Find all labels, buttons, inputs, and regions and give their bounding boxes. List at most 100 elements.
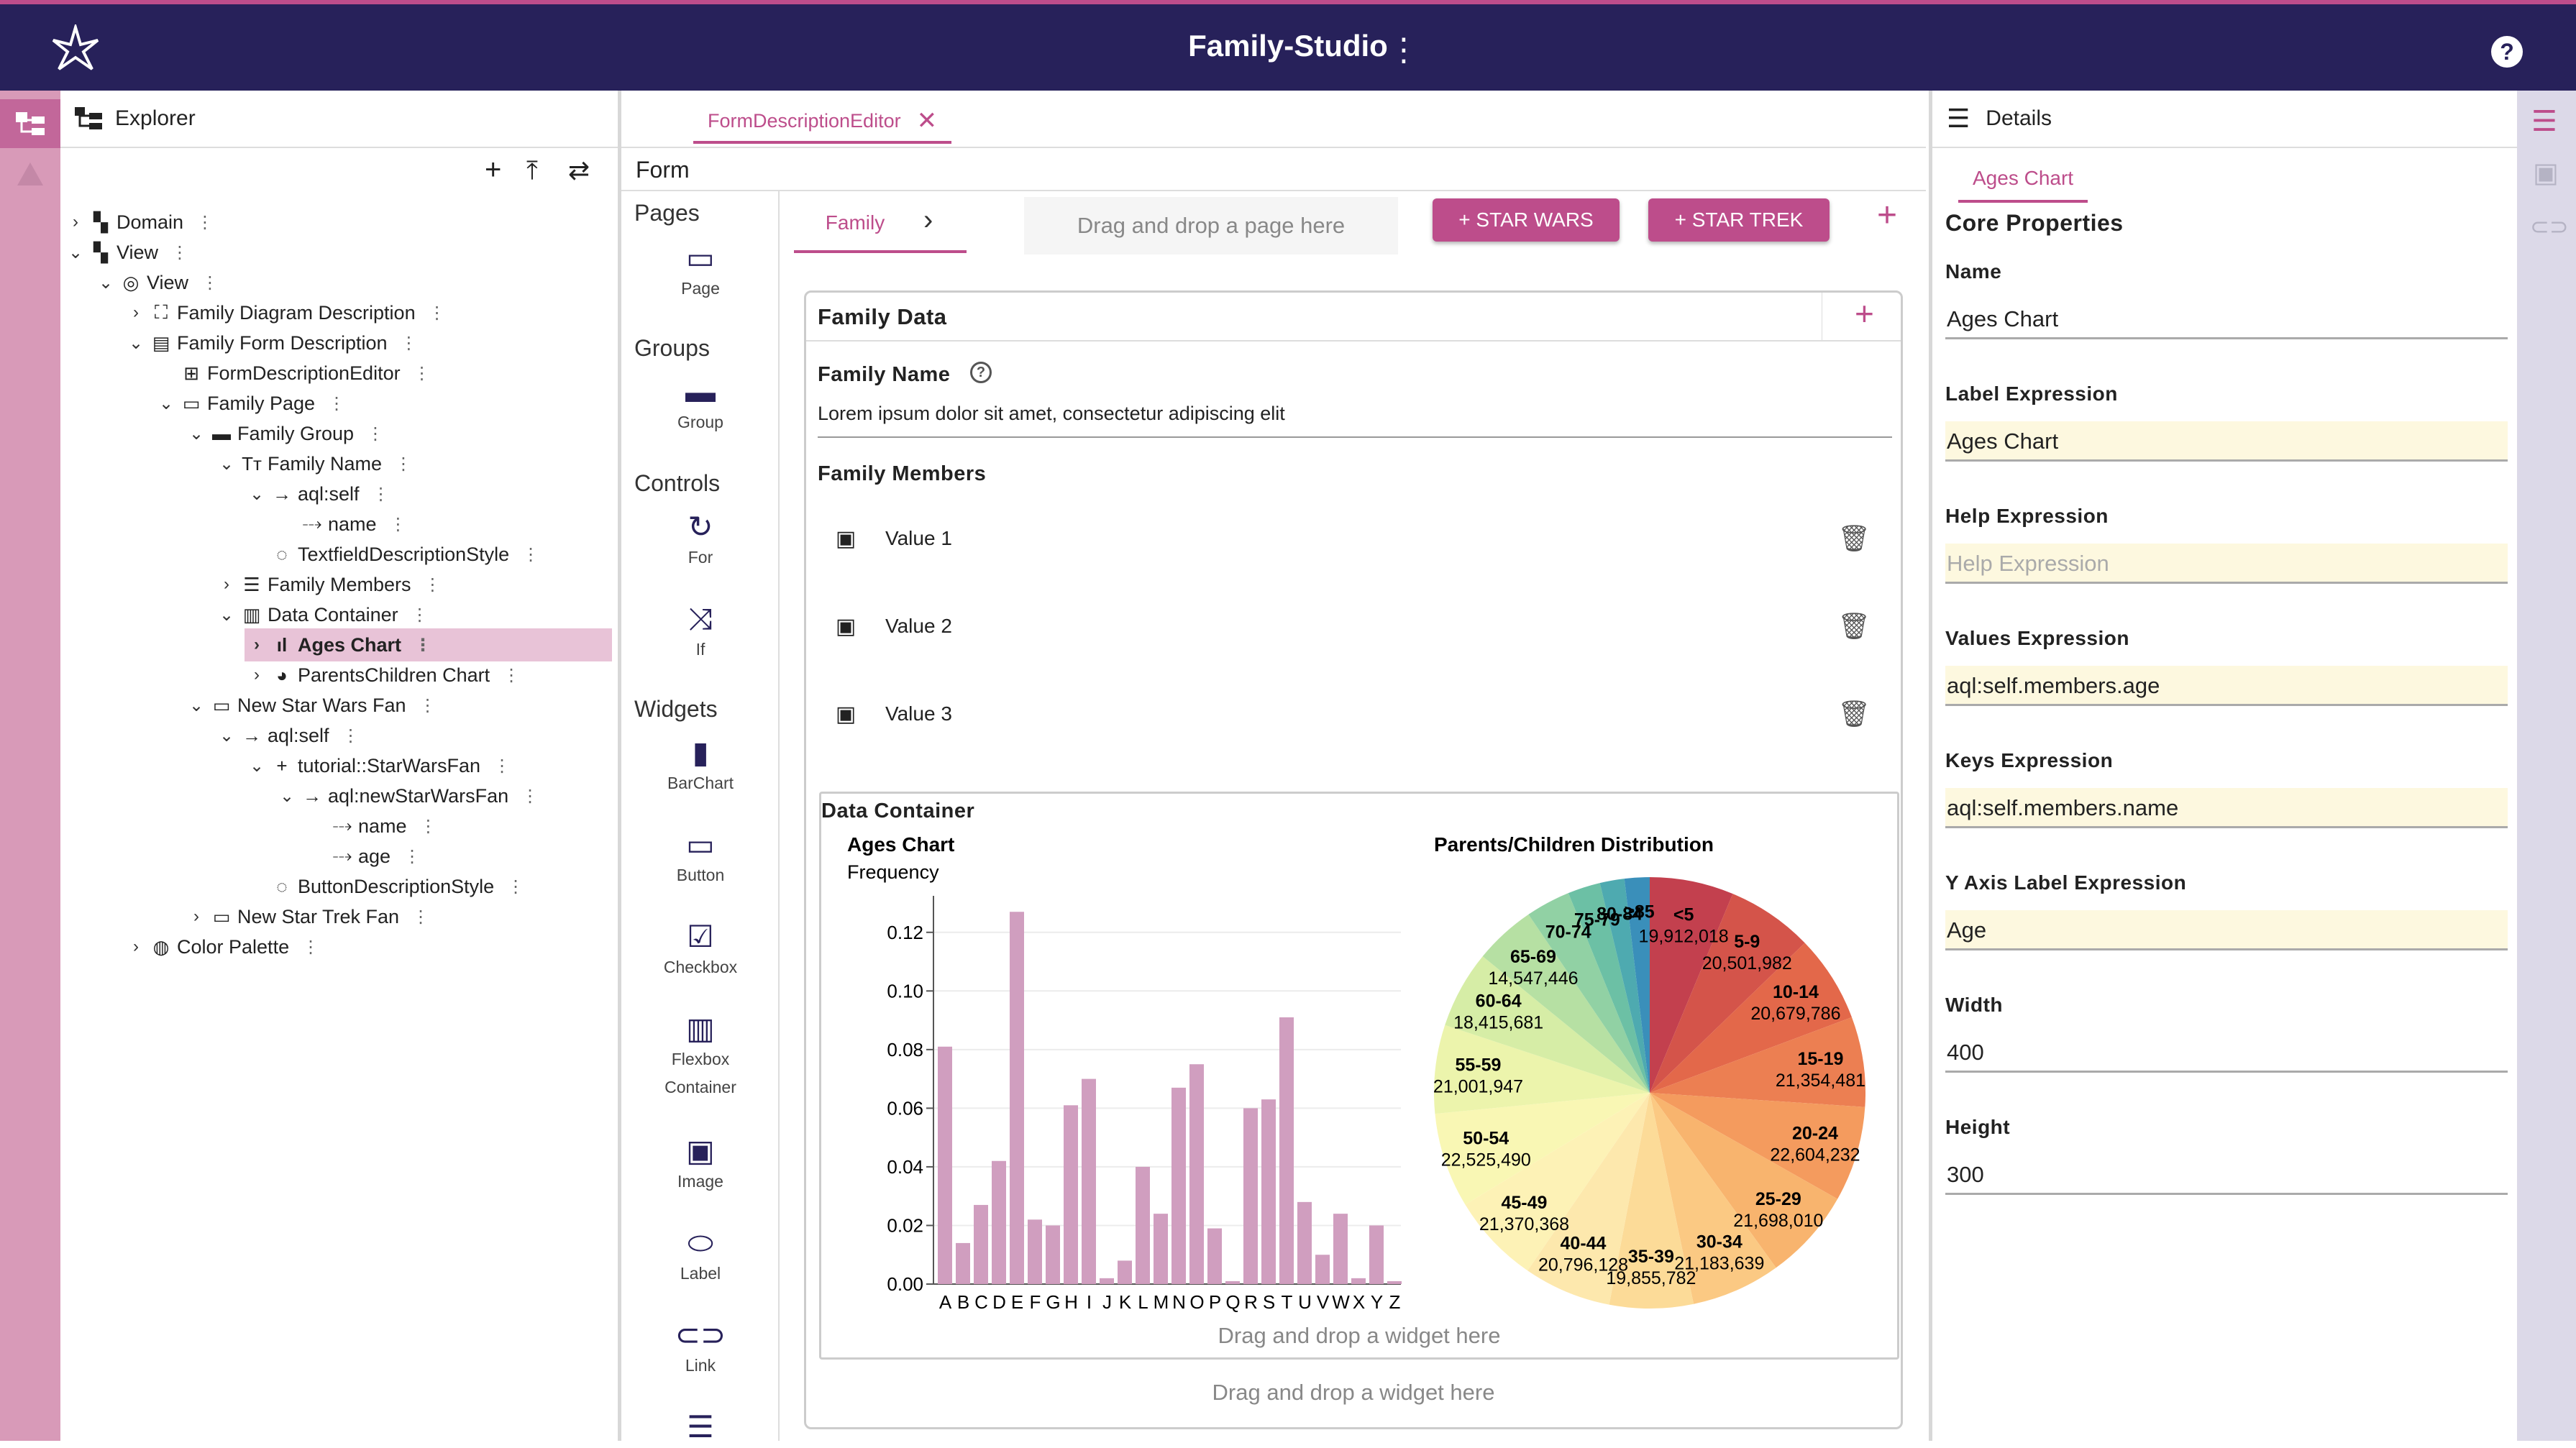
bar[interactable] (1207, 1228, 1222, 1284)
delete-icon[interactable]: 🗑 (1837, 523, 1871, 553)
more-vert-icon[interactable]: ⋮ (412, 907, 430, 927)
chevron-right-icon[interactable]: › (254, 665, 260, 684)
bar[interactable] (1351, 1278, 1366, 1284)
chevron-down-icon[interactable]: ⌄ (219, 454, 234, 474)
palette-label[interactable]: ⬭ Label (621, 1222, 780, 1283)
more-vert-icon[interactable]: ⋮ (1388, 32, 1420, 68)
chevron-right-icon[interactable]: › (133, 937, 139, 956)
pie-slice[interactable] (1650, 877, 1733, 1093)
bar[interactable] (1082, 1078, 1096, 1284)
pie-slice[interactable] (1435, 1093, 1650, 1205)
tree-item[interactable]: ⤏ age ⋮ (305, 840, 421, 873)
chevron-down-icon[interactable]: ⌄ (98, 272, 114, 293)
chevron-down-icon[interactable]: ⌄ (219, 725, 234, 746)
y-axis-label-expression-field[interactable]: Age (1945, 910, 2508, 950)
more-vert-icon[interactable]: ⋮ (403, 846, 421, 866)
palette-barchart[interactable]: ▮ BarChart (621, 732, 780, 793)
help-icon[interactable]: ? (970, 362, 992, 383)
parents-children-chart[interactable]: Parents/Children Distribution <5 19,912,01… (1433, 830, 1894, 1320)
chevron-down-icon[interactable]: ⌄ (249, 756, 265, 776)
palette-link[interactable]: ⊂⊃ Link (621, 1314, 780, 1375)
details-rail-icon[interactable]: ☰ (2531, 106, 2557, 137)
bar[interactable] (1243, 1108, 1258, 1284)
page-drop-zone[interactable]: Drag and drop a page here (1024, 197, 1398, 255)
more-vert-icon[interactable]: ⋮ (413, 363, 431, 383)
more-vert-icon[interactable]: ⋮ (522, 544, 540, 564)
more-vert-icon[interactable]: ⋮ (411, 605, 429, 625)
group-drop-zone[interactable]: Drag and drop a widget here (1212, 1380, 1495, 1405)
chevron-right-icon[interactable]: › (224, 574, 229, 594)
family-name-field[interactable]: Lorem ipsum dolor sit amet, consectetur … (818, 392, 1892, 438)
bar[interactable] (1064, 1105, 1078, 1284)
ages-chart[interactable]: Ages Chart Frequency 0.12 0.10 0.08 0.06 0.04 0… (847, 830, 1422, 1320)
more-vert-icon[interactable]: ⋮ (400, 333, 418, 353)
more-vert-icon[interactable]: ⋮ (201, 272, 219, 293)
tree-item[interactable]: ⌄ ◎ View ⋮ (93, 266, 219, 299)
chevron-down-icon[interactable]: ⌄ (219, 605, 234, 625)
chevron-right-icon[interactable]: › (193, 907, 199, 926)
bar[interactable] (1100, 1278, 1114, 1284)
more-vert-icon[interactable]: ⋮ (521, 786, 539, 806)
palette-flexbox[interactable]: ▥ Flexbox Container (621, 1008, 780, 1097)
chevron-down-icon[interactable]: ⌄ (128, 333, 144, 353)
bar[interactable] (1387, 1280, 1402, 1284)
more-vert-icon[interactable]: ⋮ (372, 484, 390, 504)
palette-group[interactable]: ▬ Group (621, 371, 780, 432)
tree-item[interactable]: ⌄ ▬ Family Group ⋮ (184, 417, 384, 450)
swap-icon[interactable]: ⇄ (568, 155, 590, 185)
list-item[interactable]: ▣ Value 3 🗑 (821, 677, 1885, 751)
bar[interactable] (1028, 1219, 1042, 1284)
tree-item[interactable]: ⌄ ▭ Family Page ⋮ (154, 387, 345, 420)
add-page-icon[interactable]: + (1877, 196, 1898, 234)
pie-slice[interactable] (1465, 1093, 1650, 1271)
more-vert-icon[interactable]: ⋮ (389, 514, 407, 534)
pie-slice[interactable] (1609, 1093, 1694, 1309)
pie-slice[interactable] (1568, 883, 1650, 1093)
palette-if[interactable]: ⤨ If (621, 598, 780, 659)
star-wars-button[interactable]: + STAR WARS (1433, 198, 1620, 242)
details-tab[interactable]: Ages Chart (1958, 160, 2088, 203)
pie-slice[interactable] (1482, 914, 1650, 1093)
tree-item[interactable]: ⌄ → aql:newStarWarsFan ⋮ (275, 779, 539, 812)
tree-item[interactable]: › ☰ Family Members ⋮ (214, 568, 442, 601)
tree-item[interactable]: › ⛶ Family Diagram Description ⋮ (124, 296, 446, 329)
tree-item[interactable]: › ▚ Domain ⋮ (63, 206, 214, 239)
more-vert-icon[interactable]: ⋮ (428, 303, 446, 323)
tree-item[interactable]: ⌄ ▤ Family Form Description ⋮ (124, 326, 418, 359)
tree-item[interactable]: ⌄ + tutorial::StarWarsFan ⋮ (245, 749, 511, 782)
tree-item[interactable]: › ◍ Color Palette ⋮ (124, 930, 319, 963)
more-vert-icon[interactable]: ⋮ (507, 876, 525, 897)
menu-icon[interactable]: ☰ (1947, 104, 1970, 133)
gallery-icon[interactable]: ▣ (2533, 158, 2559, 188)
page-tab-family[interactable]: Family › (794, 196, 967, 253)
pie-slice[interactable] (1445, 956, 1650, 1093)
chevron-down-icon[interactable]: ⌄ (249, 484, 265, 504)
tree-item[interactable]: ⌄ Tт Family Name ⋮ (214, 447, 412, 480)
warning-icon[interactable] (16, 160, 45, 188)
bar[interactable] (1171, 1087, 1186, 1284)
pie-slice[interactable] (1527, 1093, 1650, 1305)
tree-item[interactable]: ◌ TextfieldDescriptionStyle ⋮ (245, 538, 539, 571)
close-icon[interactable]: ✕ (916, 107, 938, 134)
bar[interactable] (1369, 1225, 1384, 1284)
bar[interactable] (1261, 1099, 1276, 1284)
tree-item[interactable]: ⌄ ▚ View ⋮ (63, 236, 188, 269)
tree-item[interactable]: › ▭ New Star Trek Fan ⋮ (184, 900, 429, 933)
delete-icon[interactable]: 🗑 (1837, 611, 1871, 641)
add-widget-icon[interactable]: + (1855, 295, 1874, 332)
bar[interactable] (938, 1046, 952, 1284)
palette-button[interactable]: ▭ Button (621, 824, 780, 885)
bar[interactable] (1046, 1225, 1060, 1284)
tree-item[interactable]: ◌ ButtonDescriptionStyle ⋮ (245, 870, 524, 903)
app-logo-icon[interactable] (50, 24, 101, 75)
bar[interactable] (1333, 1214, 1348, 1284)
tree-item[interactable]: ⌄ ▥ Data Container ⋮ (214, 598, 429, 631)
more-vert-icon[interactable]: ⋮ (196, 212, 214, 232)
list-item[interactable]: ▣ Value 2 🗑 (821, 589, 1885, 664)
keys-expression-field[interactable]: aql:self.members.name (1945, 788, 2508, 828)
label-expression-field[interactable]: Ages Chart (1945, 421, 2508, 462)
bar[interactable] (1118, 1260, 1132, 1284)
values-expression-field[interactable]: aql:self.members.age (1945, 666, 2508, 706)
chevron-right-icon[interactable]: › (923, 204, 933, 236)
tab-form-description-editor[interactable]: FormDescriptionEditor ✕ (693, 101, 952, 144)
